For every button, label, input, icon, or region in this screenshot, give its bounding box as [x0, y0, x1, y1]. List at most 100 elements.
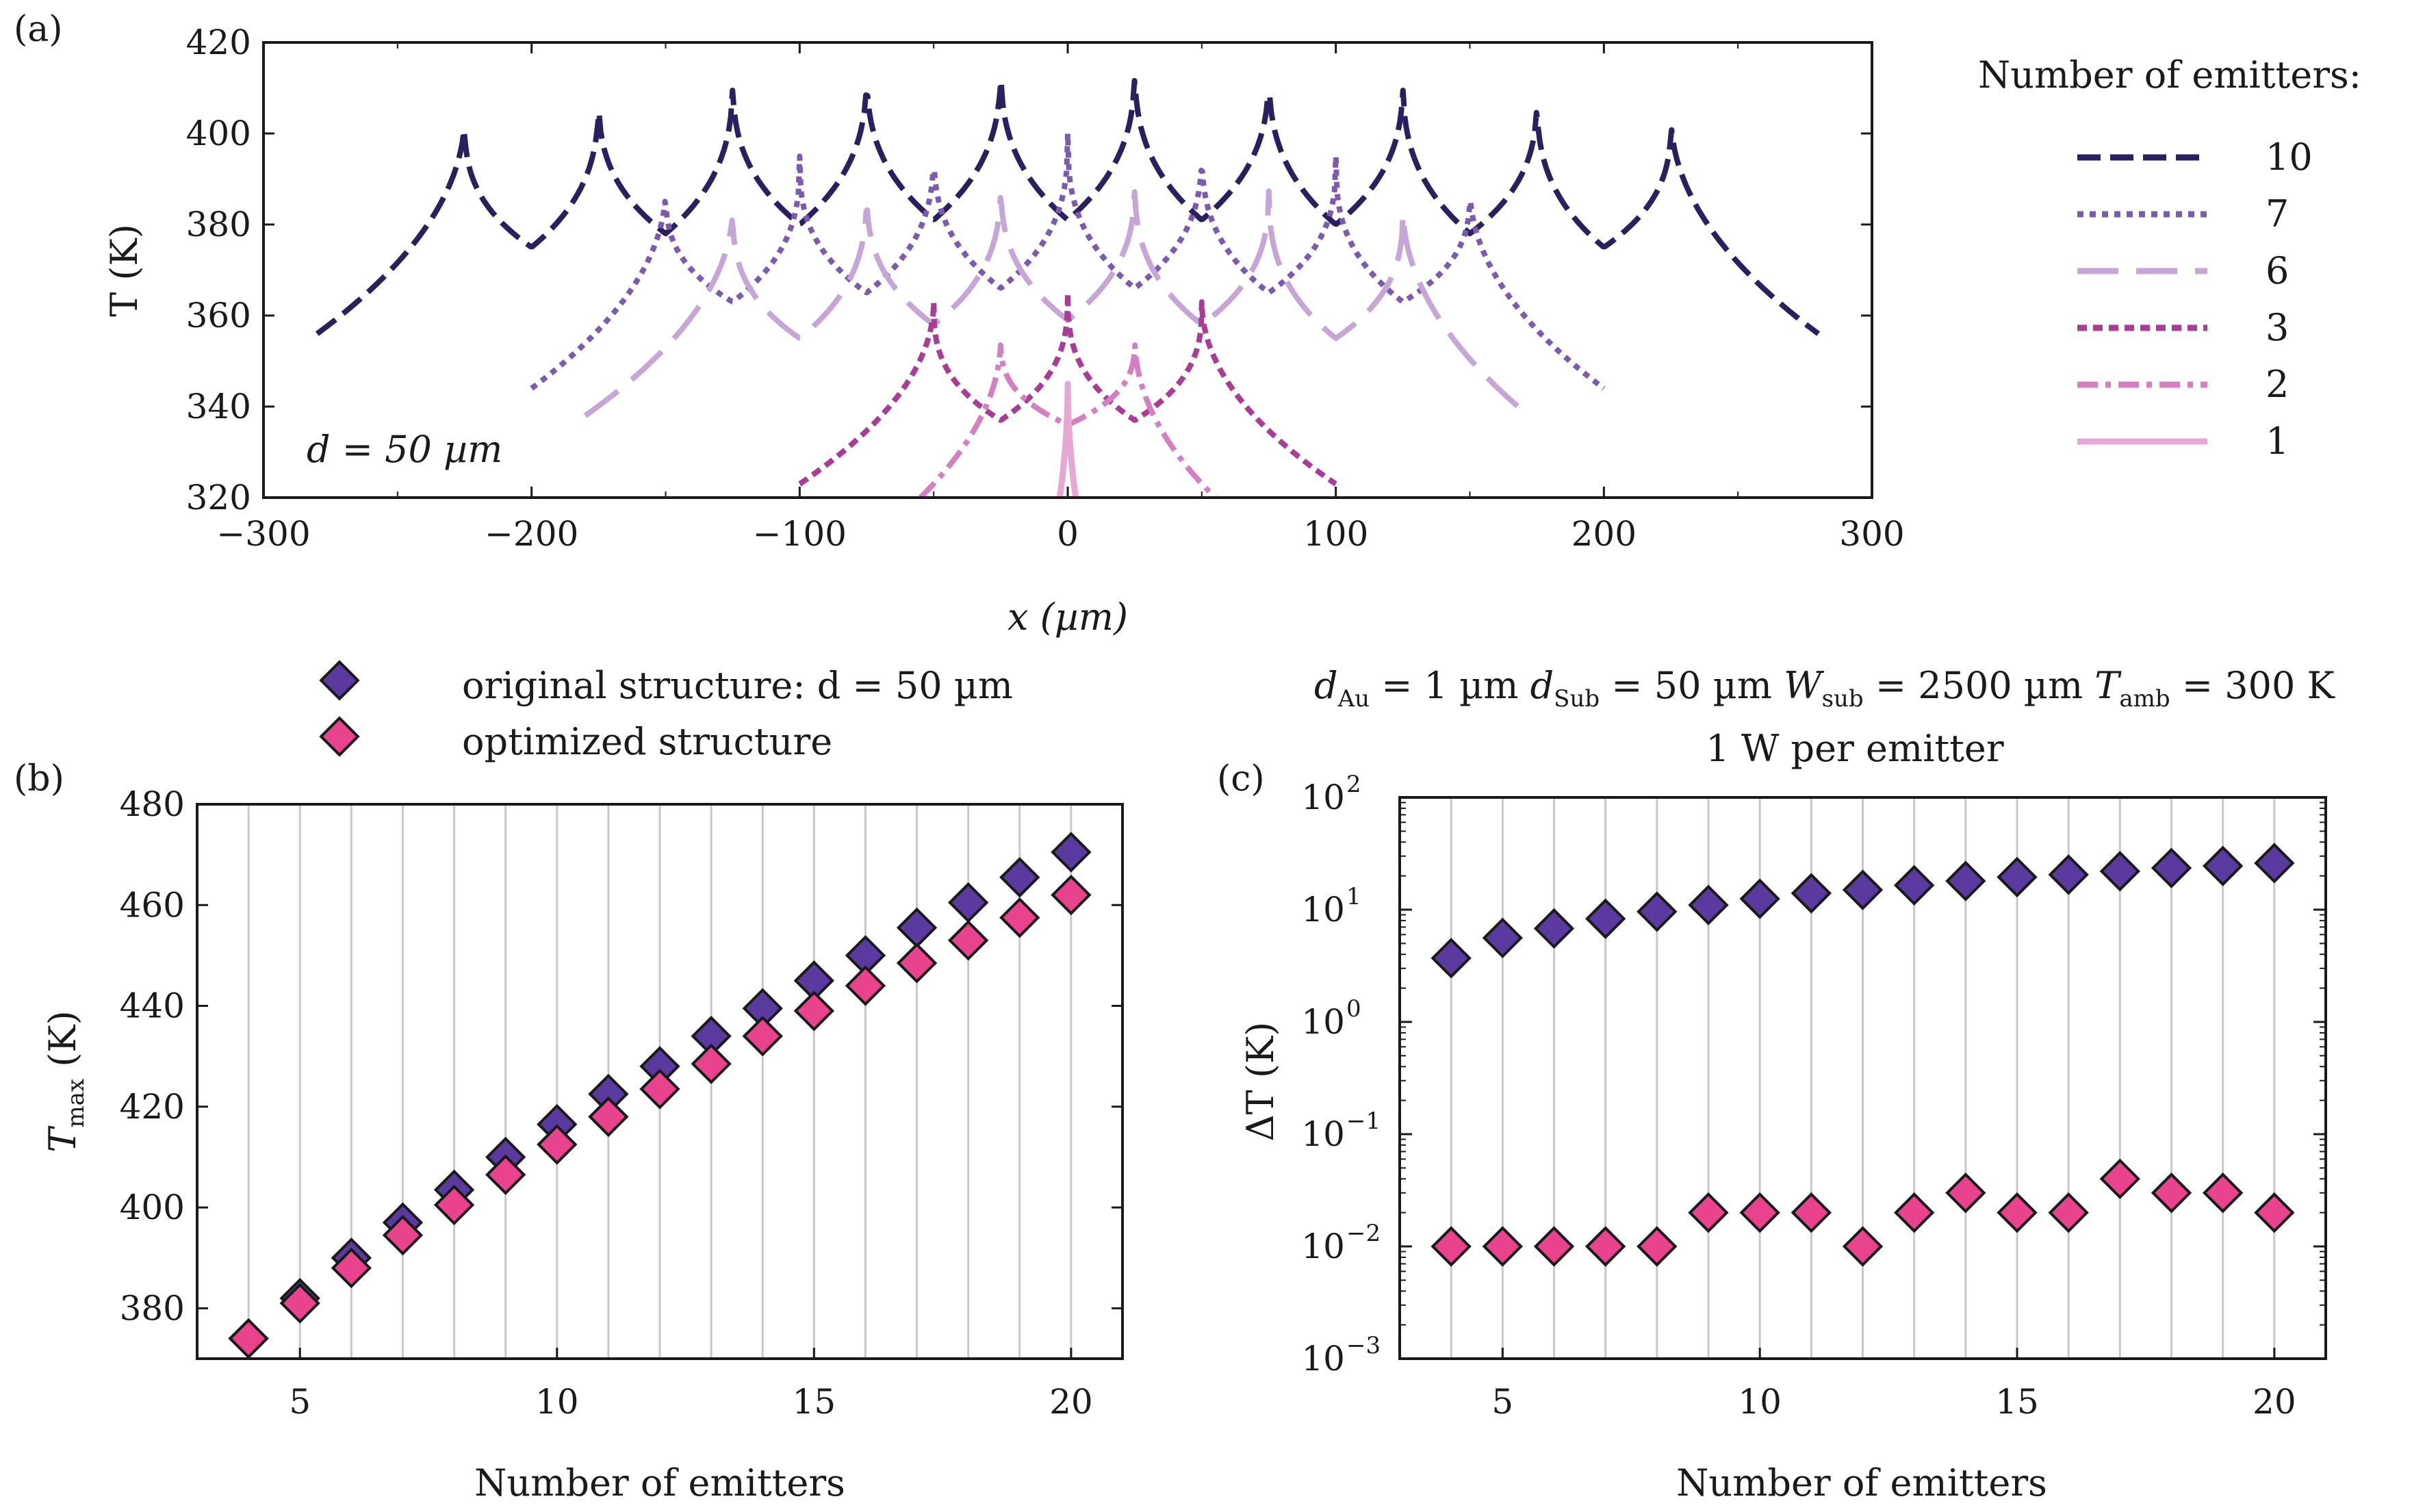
x-tick-label: 300: [1839, 514, 1904, 554]
optimized-point: [1051, 874, 1092, 916]
panel-a-legend: Number of emitters: 10 7 6 3 2 1: [1978, 53, 2361, 463]
x-tick-label: 20: [2253, 1382, 2296, 1422]
y-tick-label: 480: [120, 784, 185, 824]
panel-a: (a) −300 −200 −100 0 100 200 300 320 340 360 380 4…: [14, 9, 2361, 639]
panel-b-label: (b): [14, 758, 64, 799]
original-point: [1430, 938, 1472, 979]
legend-items: 10 7 6 3 2 1: [2077, 136, 2313, 463]
original-point: [845, 935, 886, 976]
original-point: [1945, 860, 1986, 901]
panel-a-xlabel: x (µm): [1008, 595, 1128, 639]
y-tick-label: 380: [120, 1288, 185, 1328]
optimized-point: [1482, 1226, 1524, 1267]
legend-original-marker: [319, 660, 360, 701]
y-tick-exponent: −1: [1346, 1107, 1381, 1135]
optimized-point: [382, 1214, 424, 1256]
optimized-point: [1791, 1192, 1832, 1233]
optimized-point: [433, 1184, 475, 1226]
curve-n6: [583, 188, 1531, 418]
optimized-point: [2202, 1173, 2244, 1214]
legend-label-n7: 7: [2266, 192, 2289, 235]
y-tick-exponent: 1: [1346, 883, 1361, 910]
y-tick-label: 10: [1301, 1114, 1345, 1154]
bc-legend: original structure: d = 50 µm optimized …: [319, 660, 1013, 763]
legend-label-n2: 2: [2266, 363, 2289, 406]
legend-optimized-marker: [319, 716, 360, 757]
optimized-point: [896, 943, 938, 984]
x-tick-label: −200: [485, 514, 578, 554]
optimized-point: [1945, 1173, 1986, 1214]
panel-a-curve-group: [315, 77, 1821, 498]
original-point: [1688, 884, 1729, 925]
optimized-point: [2254, 1192, 2295, 1233]
optimized-point: [1842, 1226, 1884, 1267]
optimized-point: [1585, 1226, 1626, 1267]
panel-c-label: (c): [1217, 758, 1265, 799]
original-point: [1482, 917, 1524, 958]
optimized-point: [1430, 1226, 1472, 1267]
panel-b-ylabel: Tmax (K): [41, 1010, 90, 1152]
y-tick-label: 10: [1301, 890, 1345, 930]
y-tick-label: 440: [120, 986, 185, 1026]
optimized-point: [485, 1154, 526, 1195]
original-point: [1637, 891, 1678, 932]
original-point: [1739, 878, 1780, 919]
panel-c-frame: [1398, 796, 2327, 1360]
optimized-point: [1533, 1226, 1575, 1267]
y-tick-label: 420: [120, 1087, 185, 1127]
y-tick-label: 10: [1301, 1227, 1345, 1266]
panel-b-x-ticks: 5 10 15 20: [289, 1348, 1093, 1422]
x-tick-label: −300: [216, 514, 310, 554]
original-point: [1842, 869, 1884, 910]
optimized-point: [588, 1096, 629, 1138]
optimized-point: [2099, 1158, 2141, 1199]
original-point: [896, 907, 938, 949]
original-point: [1997, 856, 2038, 898]
legend-label-n3: 3: [2266, 306, 2289, 349]
info-line-1: dAu = 1 µm dSub = 50 µm Wsub = 2500 µm T…: [1314, 664, 2335, 713]
optimized-point: [1997, 1192, 2038, 1233]
legend-label-n1: 1: [2266, 420, 2289, 463]
legend-optimized-label: optimized structure: [462, 720, 832, 763]
original-point: [2202, 845, 2244, 886]
y-tick-exponent: 0: [1346, 995, 1361, 1023]
original-point: [947, 882, 989, 923]
y-tick-label: 400: [186, 114, 251, 153]
optimized-point: [537, 1124, 578, 1165]
original-point: [999, 857, 1040, 898]
y-tick-label: 380: [186, 205, 251, 244]
optimized-point: [279, 1283, 320, 1324]
original-point: [588, 1073, 629, 1115]
original-point: [2151, 847, 2192, 888]
optimized-point: [793, 990, 835, 1032]
panel-a-curves: [315, 77, 1821, 498]
optimized-point: [228, 1318, 269, 1359]
info-line-2: 1 W per emitter: [1706, 727, 2003, 770]
panel-a-label: (a): [14, 9, 63, 50]
panel-a-ylabel: T (K): [103, 224, 146, 317]
optimized-point: [947, 920, 989, 961]
panel-b-grid: [247, 804, 1073, 1359]
original-point: [1533, 908, 1575, 949]
original-point: [1051, 832, 1092, 873]
curve-n7: [530, 131, 1606, 391]
original-point: [2254, 843, 2295, 884]
optimized-point: [845, 965, 886, 1006]
curve-n3: [797, 290, 1338, 487]
optimized-point: [1739, 1192, 1780, 1233]
y-tick-label: 320: [186, 478, 251, 517]
optimized-point: [1637, 1226, 1678, 1267]
y-tick-label: 420: [186, 23, 251, 62]
original-point: [1893, 864, 1935, 906]
x-tick-label: 15: [793, 1382, 836, 1422]
y-tick-label: 10: [1301, 778, 1345, 817]
y-tick-exponent: 2: [1346, 771, 1361, 798]
optimized-point: [2151, 1173, 2192, 1214]
optimized-point: [639, 1068, 680, 1110]
x-tick-label: 20: [1049, 1382, 1093, 1422]
original-point: [691, 1016, 732, 1057]
y-tick-label: 360: [186, 296, 251, 335]
panel-b-points: [228, 832, 1092, 1359]
